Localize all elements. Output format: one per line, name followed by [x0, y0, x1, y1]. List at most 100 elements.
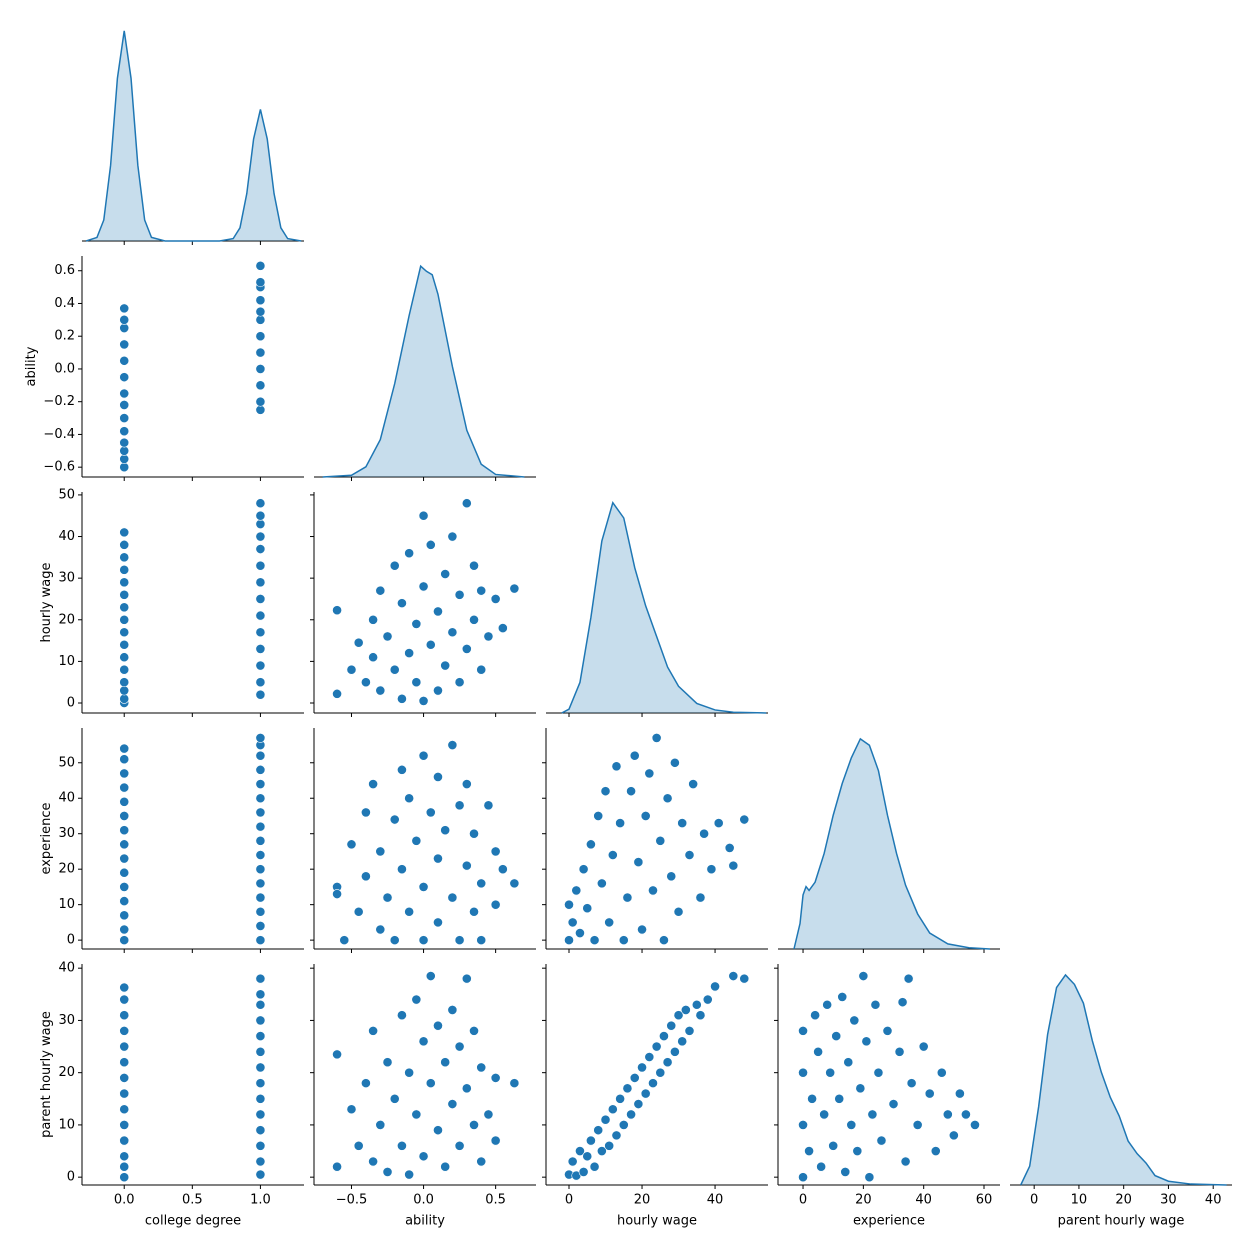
scatter-point — [461, 973, 472, 984]
scatter-point — [119, 685, 130, 696]
scatter-point — [586, 1135, 596, 1146]
scatter-point — [611, 761, 622, 772]
scatter-point — [119, 652, 130, 663]
scatter-point — [702, 994, 713, 1005]
scatter-point — [867, 1109, 878, 1120]
scatter-point — [119, 825, 130, 836]
scatter-point — [411, 619, 422, 629]
scatter-point — [255, 1140, 266, 1151]
x-tick-label: 0.5 — [485, 1193, 506, 1208]
scatter-point — [970, 1120, 980, 1130]
scatter-point — [582, 1151, 593, 1162]
scatter-point — [119, 811, 130, 821]
scatter-point — [918, 1041, 929, 1052]
scatter-point — [433, 917, 443, 928]
scatter-point — [876, 1135, 887, 1146]
scatter-point — [454, 1140, 465, 1151]
x-axis-label: parent hourly wage — [1058, 1214, 1185, 1229]
scatter-point — [360, 871, 371, 882]
scatter-point — [255, 821, 266, 832]
scatter-point — [255, 864, 266, 875]
scatter-point — [332, 1049, 342, 1060]
scatter-point — [461, 860, 472, 871]
scatter-point — [834, 1093, 845, 1104]
scatter-point — [564, 899, 574, 910]
scatter-point — [699, 828, 710, 839]
scatter-point — [447, 531, 458, 542]
scatter-point — [589, 1161, 600, 1172]
scatter-point — [575, 928, 585, 938]
scatter-point — [255, 793, 266, 804]
scatter-point — [684, 1025, 695, 1036]
scatter-point — [633, 857, 644, 867]
scatter-point — [389, 560, 400, 571]
scatter-point — [816, 1161, 827, 1172]
x-tick-label: 0.5 — [182, 1193, 203, 1208]
scatter-point — [440, 569, 451, 579]
scatter-point — [346, 664, 357, 675]
scatter-point — [447, 627, 458, 638]
y-tick-label: 10 — [58, 1117, 75, 1132]
scatter-point — [119, 552, 130, 563]
scatter-point — [433, 853, 443, 864]
x-tick-label: 1.0 — [250, 1193, 271, 1208]
scatter-point — [607, 850, 618, 860]
scatter-point — [255, 519, 266, 529]
scatter-point — [825, 1067, 836, 1078]
scatter-point — [119, 539, 130, 550]
scatter-point — [119, 627, 130, 638]
x-axis-label: hourly wage — [617, 1214, 697, 1229]
scatter-point — [882, 1025, 893, 1036]
scatter-point — [255, 835, 266, 846]
scatter-point — [651, 1041, 662, 1052]
x-tick-label: 60 — [976, 1193, 993, 1208]
scatter-point — [119, 935, 130, 946]
scatter-point — [119, 454, 130, 464]
x-tick-label: 0.0 — [114, 1193, 135, 1208]
scatter-point — [119, 355, 130, 366]
x-tick-label: 0 — [799, 1193, 807, 1208]
scatter-point — [870, 999, 881, 1010]
scatter-point — [648, 885, 658, 896]
scatter-point — [454, 935, 465, 946]
y-tick-label: 30 — [58, 826, 75, 841]
scatter-point — [831, 1031, 842, 1041]
kde-fill — [1020, 974, 1227, 1185]
scatter-point — [119, 388, 130, 399]
scatter-point — [397, 693, 407, 704]
scatter-point — [425, 807, 436, 818]
scatter-point — [873, 1067, 884, 1078]
scatter-point — [255, 510, 266, 521]
y-tick-label: 0.2 — [54, 329, 75, 344]
scatter-point — [677, 1036, 688, 1047]
scatter-point — [119, 527, 130, 538]
scatter-point — [382, 631, 393, 642]
scatter-point — [119, 664, 130, 675]
scatter-point — [368, 1025, 379, 1036]
scatter-point — [119, 1104, 130, 1115]
scatter-point — [819, 1109, 830, 1120]
x-tick-label: 40 — [915, 1193, 932, 1208]
scatter-point — [255, 807, 266, 818]
scatter-point — [447, 740, 458, 750]
scatter-point — [332, 889, 342, 899]
scatter-point — [119, 639, 130, 650]
scatter-point — [490, 1072, 501, 1083]
scatter-point — [255, 331, 266, 342]
scatter-point — [897, 997, 908, 1008]
kde-fill — [322, 266, 525, 477]
scatter-point — [255, 577, 266, 588]
scatter-point — [894, 1046, 905, 1057]
scatter-point — [846, 1120, 857, 1130]
scatter-point — [666, 1020, 677, 1031]
scatter-point — [119, 882, 130, 892]
scatter-point — [411, 1109, 422, 1120]
scatter-point — [255, 306, 266, 317]
scatter-point — [571, 885, 582, 896]
scatter-point — [798, 1067, 808, 1078]
scatter-point — [855, 1083, 866, 1094]
scatter-point — [119, 924, 130, 935]
scatter-point — [255, 594, 266, 604]
scatter-point — [119, 589, 130, 600]
scatter-point — [440, 1057, 451, 1068]
